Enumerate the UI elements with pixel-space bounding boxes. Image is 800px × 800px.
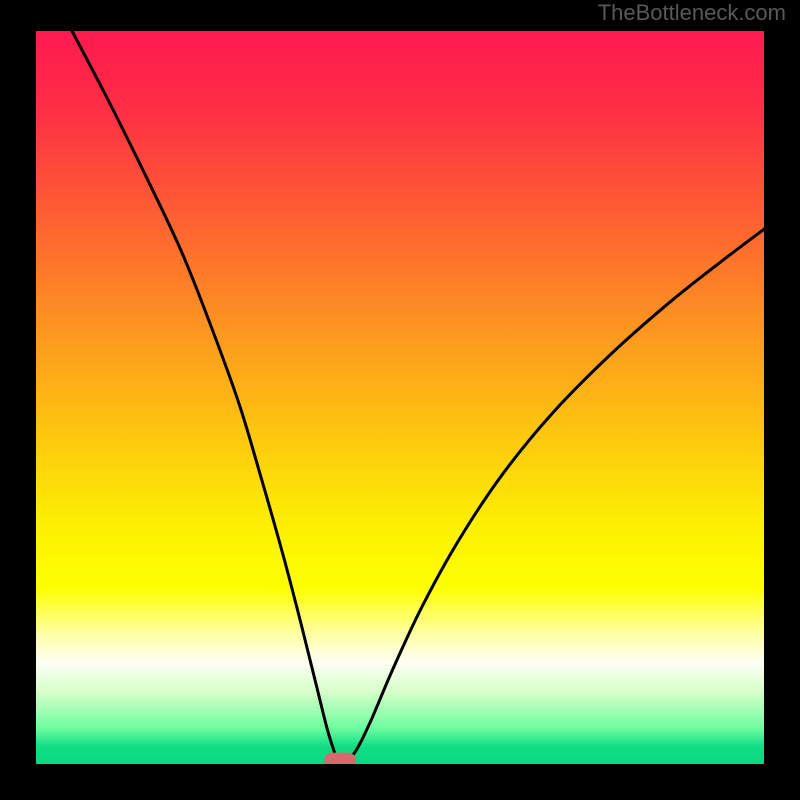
chart-stage: TheBottleneck.com <box>0 0 800 800</box>
chart-svg <box>0 0 800 800</box>
optimal-point-marker <box>324 753 356 769</box>
watermark-text: TheBottleneck.com <box>598 0 786 26</box>
